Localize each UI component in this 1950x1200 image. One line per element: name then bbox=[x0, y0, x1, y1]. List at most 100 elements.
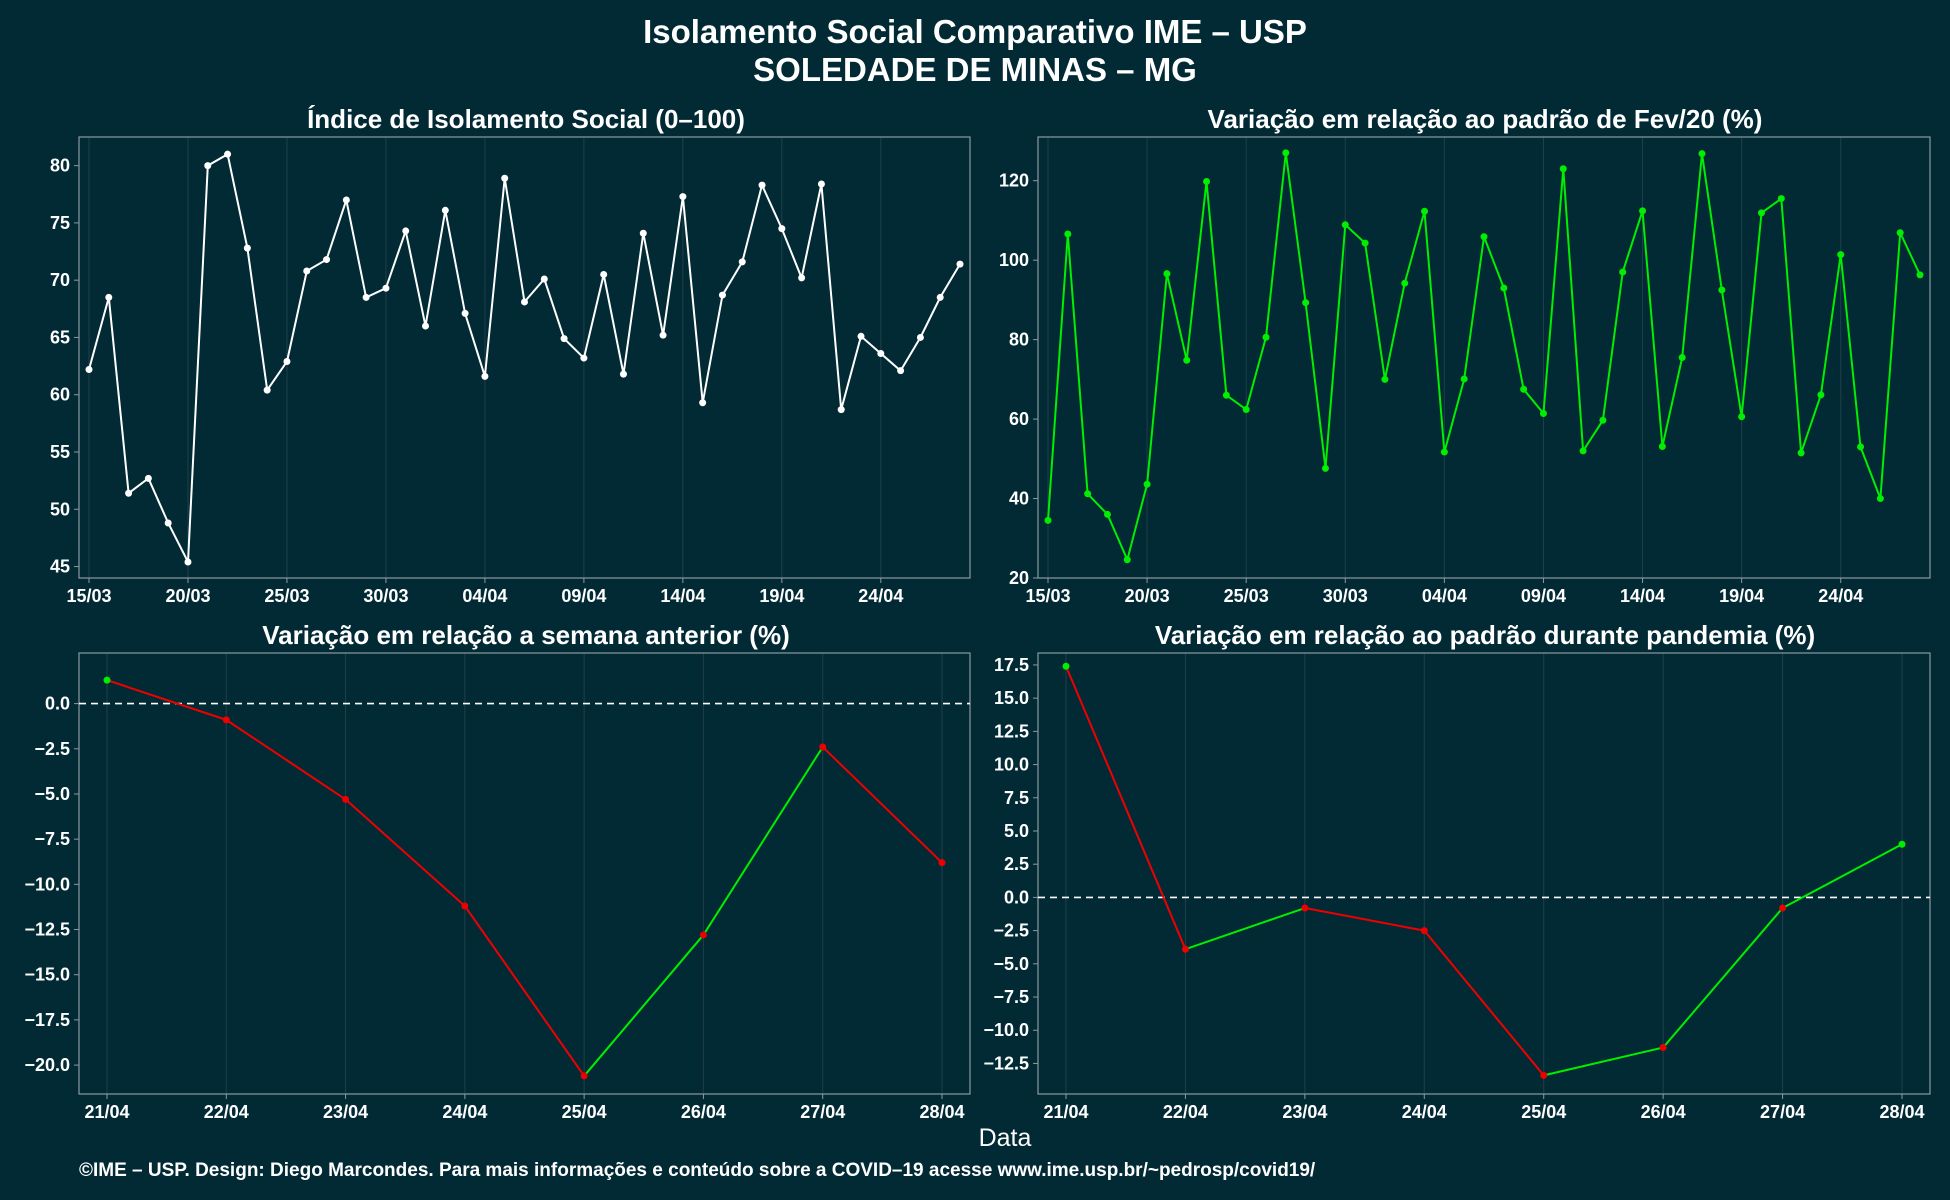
data-point bbox=[580, 1072, 588, 1080]
data-point bbox=[441, 206, 449, 214]
data-point bbox=[85, 366, 93, 374]
x-tick-label: 30/03 bbox=[363, 586, 408, 606]
data-point bbox=[1837, 251, 1845, 259]
data-point bbox=[1103, 510, 1111, 518]
data-point bbox=[362, 293, 370, 301]
series-segment bbox=[1662, 907, 1784, 1049]
data-point bbox=[1420, 927, 1428, 935]
data-point bbox=[103, 676, 111, 684]
y-tick-label: 70 bbox=[50, 270, 70, 290]
data-point bbox=[402, 227, 410, 235]
y-tick-label: 0.0 bbox=[1004, 887, 1029, 907]
y-tick-label: 65 bbox=[50, 327, 70, 347]
x-tick-label: 20/03 bbox=[165, 586, 210, 606]
data-point bbox=[1064, 230, 1072, 238]
data-point bbox=[1242, 406, 1250, 414]
figure-caption: ©IME – USP. Design: Diego Marcondes. Par… bbox=[79, 1160, 1316, 1181]
data-point bbox=[342, 795, 350, 803]
series-segment bbox=[464, 905, 585, 1077]
data-point bbox=[1480, 233, 1488, 241]
data-point bbox=[758, 181, 766, 189]
x-tick-label: 21/04 bbox=[84, 1102, 129, 1122]
x-tick-label: 21/04 bbox=[1043, 1102, 1088, 1122]
series-segment bbox=[1065, 665, 1187, 950]
data-point bbox=[1916, 271, 1924, 279]
data-point bbox=[936, 293, 944, 301]
data-point bbox=[125, 489, 133, 497]
y-tick-label: −2.5 bbox=[34, 739, 70, 759]
x-axis-label: Data bbox=[979, 1124, 1032, 1152]
data-point bbox=[303, 267, 311, 275]
y-tick-label: −10.0 bbox=[983, 1020, 1029, 1040]
x-tick-label: 15/03 bbox=[1025, 586, 1070, 606]
data-point bbox=[1282, 149, 1290, 157]
data-point bbox=[778, 225, 786, 233]
data-point bbox=[323, 256, 331, 264]
y-tick-label: −20.0 bbox=[24, 1055, 70, 1075]
data-point bbox=[580, 354, 588, 362]
x-tick-label: 09/04 bbox=[561, 586, 606, 606]
x-tick-label: 14/04 bbox=[660, 586, 705, 606]
x-tick-label: 26/04 bbox=[1641, 1102, 1686, 1122]
data-point bbox=[184, 558, 192, 566]
data-point bbox=[956, 260, 964, 268]
series-segment bbox=[1304, 907, 1425, 932]
data-point bbox=[461, 902, 469, 910]
data-point bbox=[1777, 195, 1785, 203]
panel-title: Índice de Isolamento Social (0–100) bbox=[307, 104, 745, 134]
data-point bbox=[1181, 945, 1189, 953]
data-point bbox=[1062, 662, 1070, 670]
panel-title: Variação em relação ao padrão durante pa… bbox=[1155, 620, 1815, 650]
data-point bbox=[897, 367, 905, 375]
y-tick-label: −12.5 bbox=[983, 1053, 1029, 1073]
y-tick-label: 45 bbox=[50, 557, 70, 577]
data-point bbox=[1361, 239, 1369, 247]
data-point bbox=[1321, 464, 1329, 472]
x-tick-label: 22/04 bbox=[204, 1102, 249, 1122]
data-point bbox=[560, 335, 568, 343]
data-point bbox=[1658, 442, 1666, 450]
x-tick-label: 23/04 bbox=[1282, 1102, 1327, 1122]
y-tick-label: 20 bbox=[1009, 568, 1029, 588]
y-tick-label: 10.0 bbox=[994, 755, 1029, 775]
data-point bbox=[1619, 268, 1627, 276]
data-point bbox=[1222, 391, 1230, 399]
y-tick-label: 75 bbox=[50, 213, 70, 233]
data-point bbox=[1401, 279, 1409, 287]
data-point bbox=[1143, 480, 1151, 488]
data-point bbox=[1183, 356, 1191, 364]
data-point bbox=[1381, 375, 1389, 383]
x-tick-label: 30/03 bbox=[1323, 586, 1368, 606]
data-point bbox=[1540, 1071, 1548, 1079]
data-point bbox=[1876, 495, 1884, 503]
y-tick-label: −7.5 bbox=[993, 987, 1029, 1007]
x-tick-label: 14/04 bbox=[1620, 586, 1665, 606]
x-tick-label: 23/04 bbox=[323, 1102, 368, 1122]
data-point bbox=[738, 258, 746, 266]
data-point bbox=[699, 931, 707, 939]
data-point bbox=[342, 196, 350, 204]
figure-title-line2: SOLEDADE DE MINAS – MG bbox=[753, 51, 1197, 88]
data-point bbox=[1341, 221, 1349, 229]
data-point bbox=[1084, 490, 1092, 498]
x-tick-label: 19/04 bbox=[1719, 586, 1764, 606]
data-point bbox=[600, 270, 608, 278]
data-point bbox=[1440, 448, 1448, 456]
series-segment bbox=[822, 746, 943, 864]
y-tick-label: 5.0 bbox=[1004, 821, 1029, 841]
data-point bbox=[224, 150, 232, 158]
x-tick-label: 24/04 bbox=[1402, 1102, 1447, 1122]
panel-title: Variação em relação a semana anterior (%… bbox=[262, 620, 790, 650]
panel-variation-feb20: Variação em relação ao padrão de Fev/20 … bbox=[999, 104, 1931, 606]
data-point bbox=[679, 193, 687, 201]
panel-isolation-index: Índice de Isolamento Social (0–100) 45 50… bbox=[50, 104, 971, 606]
data-point bbox=[1421, 207, 1429, 215]
y-tick-label: 100 bbox=[999, 250, 1029, 270]
series-segment bbox=[1543, 1046, 1664, 1077]
y-tick-label: −12.5 bbox=[24, 920, 70, 940]
data-point bbox=[837, 406, 845, 414]
figure-title-line1: Isolamento Social Comparativo IME – USP bbox=[643, 13, 1307, 50]
x-tick-label: 22/04 bbox=[1163, 1102, 1208, 1122]
y-tick-label: 60 bbox=[50, 385, 70, 405]
y-tick-label: −5.0 bbox=[34, 784, 70, 804]
